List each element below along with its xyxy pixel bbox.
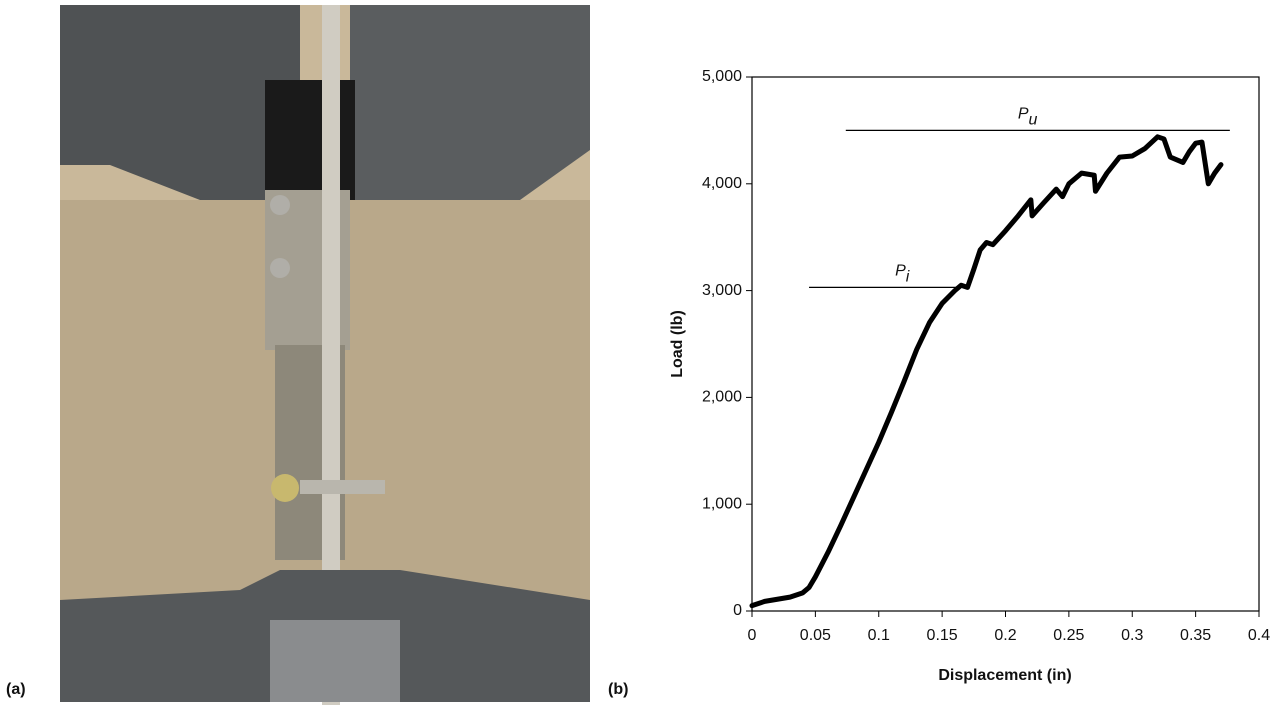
x-tick-label: 0.2 (994, 627, 1016, 644)
y-tick-label: 0 (733, 602, 742, 619)
y-tick-label: 2,000 (702, 389, 742, 406)
y-tick-label: 1,000 (702, 495, 742, 512)
photo (60, 5, 590, 705)
bolt (270, 258, 290, 278)
x-tick-label: 0.1 (868, 627, 890, 644)
bolt-shaft (300, 480, 385, 494)
upper-grip-left (60, 5, 300, 200)
x-axis-title: Displacement (in) (938, 667, 1071, 684)
annotation-label: Pu (1018, 106, 1038, 129)
lower-grip-face (270, 620, 400, 702)
bolt (271, 474, 299, 502)
y-tick-label: 4,000 (702, 175, 742, 192)
x-tick-label: 0.35 (1180, 627, 1211, 644)
x-tick-label: 0.15 (927, 627, 958, 644)
grip-wedge (265, 80, 355, 200)
annotation-subscript: u (1028, 112, 1037, 129)
y-axis-title: Load (lb) (669, 310, 686, 378)
panel-label: (a) (6, 681, 26, 698)
load-curve (749, 134, 1224, 609)
x-tick-label: 0 (748, 627, 757, 644)
y-tick-label: 5,000 (702, 68, 742, 85)
x-tick-label: 0.05 (800, 627, 831, 644)
specimen-strip (322, 5, 340, 705)
plot-frame (751, 76, 1260, 612)
annotation-symbol: P (895, 263, 906, 280)
x-tick-label: 0.4 (1248, 627, 1270, 644)
annotation-label: Pi (895, 263, 910, 286)
annotation-subscript: i (906, 269, 910, 286)
y-tick-label: 3,000 (702, 282, 742, 299)
bolt (270, 195, 290, 215)
panel-label: (b) (608, 681, 628, 698)
x-tick-label: 0.25 (1053, 627, 1084, 644)
upper-grip-right (350, 5, 590, 200)
x-tick-label: 0.3 (1121, 627, 1143, 644)
annotation-symbol: P (1018, 106, 1029, 123)
